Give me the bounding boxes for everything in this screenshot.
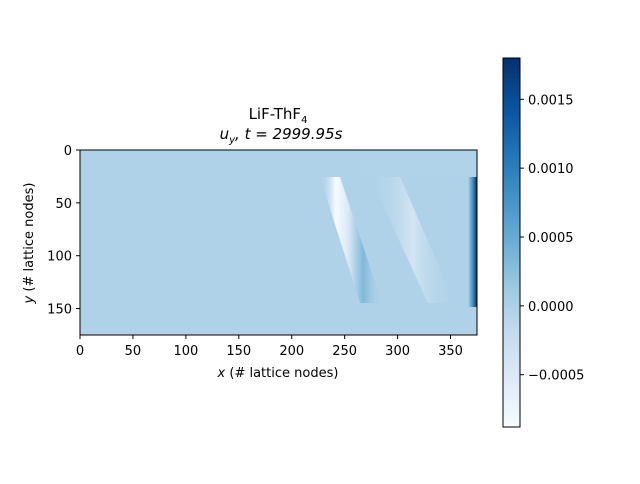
- colorbar-axis: −0.0005 0.0000 0.0005 0.0010 0.0015: [520, 93, 584, 384]
- x-tick-label: 300: [385, 344, 410, 359]
- x-tick-label: 250: [332, 344, 357, 359]
- colorbar-tick-label: 0.0015: [528, 93, 574, 108]
- x-tick-label: 0: [76, 344, 84, 359]
- x-tick-label: 100: [173, 344, 198, 359]
- colorbar: [502, 57, 521, 428]
- y-tick-label: 100: [47, 250, 72, 265]
- faint-front-feature: [370, 177, 455, 303]
- colorbar-tick-label: 0.0000: [528, 300, 574, 315]
- chart-title: LiF-ThF4: [249, 105, 308, 126]
- x-tick-label: 350: [438, 344, 463, 359]
- y-tick-label: 150: [47, 303, 72, 318]
- x-axis: 0 50 100 150 200 250 300 350: [76, 335, 463, 359]
- x-axis-label: x (# lattice nodes): [217, 366, 339, 381]
- x-tick-label: 200: [279, 344, 304, 359]
- y-tick-label: 50: [55, 197, 72, 212]
- colorbar-tick-label: 0.0010: [528, 162, 574, 177]
- colorbar-tick-label: 0.0005: [528, 231, 574, 246]
- y-axis: 0 50 100 150: [47, 144, 80, 318]
- x-tick-label: 150: [226, 344, 251, 359]
- chart-subtitle: uy, t = 2999.95s: [220, 125, 343, 146]
- steep-front-feature: [320, 177, 382, 303]
- y-tick-label: 0: [64, 144, 72, 159]
- heatmap-upper-band: [360, 150, 477, 177]
- x-tick-label: 50: [125, 344, 142, 359]
- colorbar-tick-label: −0.0005: [528, 369, 584, 384]
- right-wall-feature: [468, 177, 477, 307]
- plot-frame: [79, 149, 478, 336]
- y-axis-label: y (# lattice nodes): [22, 183, 37, 305]
- heatmap-plot: [80, 150, 477, 335]
